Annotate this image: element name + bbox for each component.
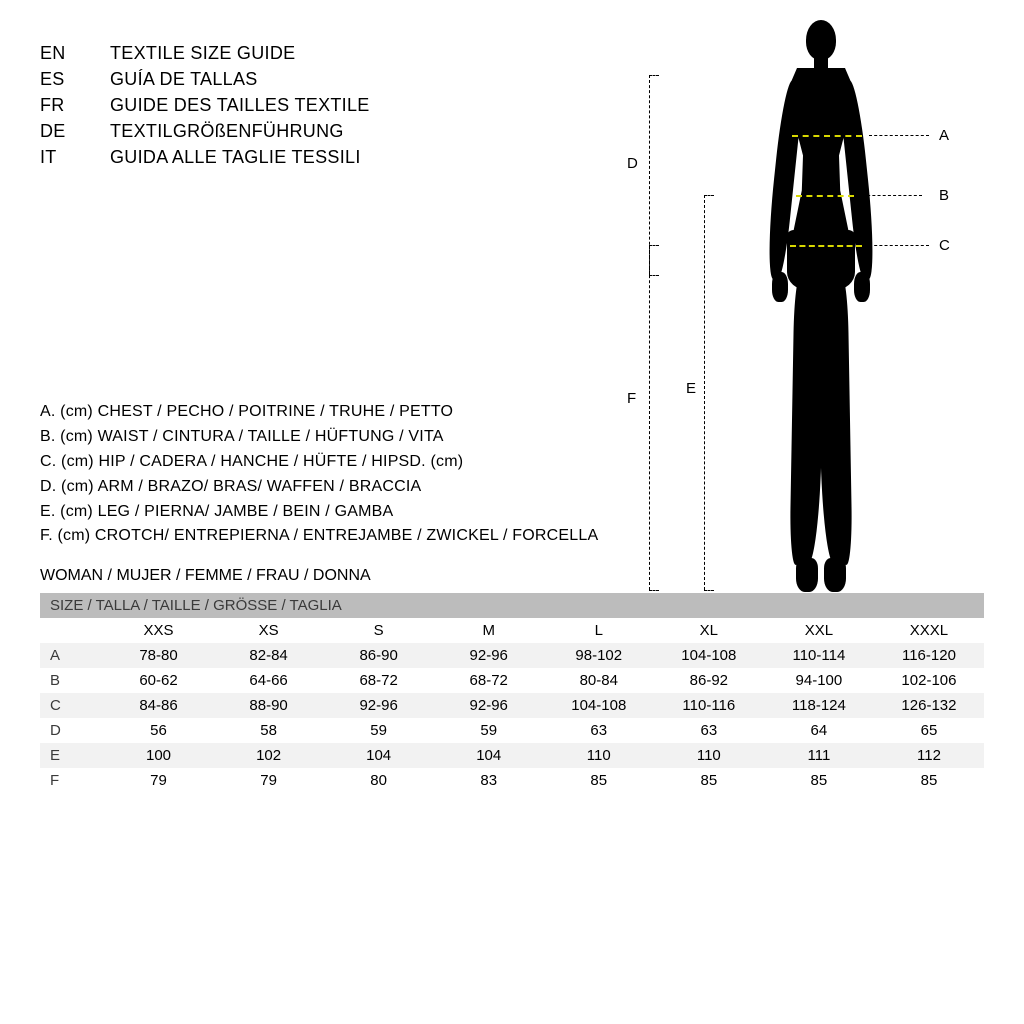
col: XXXL (874, 618, 984, 643)
leader-line (869, 245, 929, 246)
cell: 65 (874, 718, 984, 743)
cell: 84-86 (103, 693, 213, 718)
cell: C (40, 693, 103, 718)
cell: 85 (544, 768, 654, 793)
lang-code: IT (40, 144, 110, 170)
figure-label-b: B (939, 187, 949, 204)
lang-text: TEXTILE SIZE GUIDE (110, 40, 295, 66)
lang-text: GUIDE DES TAILLES TEXTILE (110, 92, 370, 118)
cell: 79 (214, 768, 324, 793)
cell: 104 (434, 743, 544, 768)
lang-text: GUÍA DE TALLAS (110, 66, 258, 92)
figure-label-d: D (627, 155, 638, 172)
cell: 80-84 (544, 668, 654, 693)
cell: 64-66 (214, 668, 324, 693)
cell: 60-62 (103, 668, 213, 693)
cell: 98-102 (544, 643, 654, 668)
cell: 58 (214, 718, 324, 743)
cell: 59 (324, 718, 434, 743)
table-row: E100102104104110110111112 (40, 743, 984, 768)
cell: 68-72 (434, 668, 544, 693)
brace-f (649, 245, 650, 590)
cell: 118-124 (764, 693, 874, 718)
leader-line (869, 135, 929, 136)
cell: 63 (544, 718, 654, 743)
cell: 85 (654, 768, 764, 793)
cell: 78-80 (103, 643, 213, 668)
cell: 83 (434, 768, 544, 793)
figure-label-e: E (686, 380, 696, 397)
col: XL (654, 618, 764, 643)
cell: 110-114 (764, 643, 874, 668)
table-columns-row: XXS XS S M L XL XXL XXXL (40, 618, 984, 643)
cell: 126-132 (874, 693, 984, 718)
cell: 112 (874, 743, 984, 768)
col: XXL (764, 618, 874, 643)
measure-line-c (790, 245, 862, 247)
cell: 85 (874, 768, 984, 793)
cell: 92-96 (434, 643, 544, 668)
cell: 104 (324, 743, 434, 768)
figure-label-f: F (627, 390, 636, 407)
lang-code: ES (40, 66, 110, 92)
figure-label-a: A (939, 127, 949, 144)
cell: 88-90 (214, 693, 324, 718)
cell: 86-92 (654, 668, 764, 693)
col: XXS (103, 618, 213, 643)
measure-line-a (792, 135, 862, 137)
cell: 59 (434, 718, 544, 743)
cell: 85 (764, 768, 874, 793)
cell: 110 (544, 743, 654, 768)
body-figure: A B C D E F (604, 20, 984, 620)
cell: 64 (764, 718, 874, 743)
cell: 92-96 (324, 693, 434, 718)
cell: D (40, 718, 103, 743)
brace-e (704, 195, 705, 590)
cell: A (40, 643, 103, 668)
cell: B (40, 668, 103, 693)
figure-label-c: C (939, 237, 950, 254)
table-row: F7979808385858585 (40, 768, 984, 793)
cell: 100 (103, 743, 213, 768)
cell: 104-108 (544, 693, 654, 718)
cell: 80 (324, 768, 434, 793)
cell: 79 (103, 768, 213, 793)
col (40, 618, 103, 643)
lang-text: TEXTILGRÖßENFÜHRUNG (110, 118, 344, 144)
col: S (324, 618, 434, 643)
lang-code: EN (40, 40, 110, 66)
table-row: A78-8082-8486-9092-9698-102104-108110-11… (40, 643, 984, 668)
cell: 110-116 (654, 693, 764, 718)
cell: 92-96 (434, 693, 544, 718)
cell: 86-90 (324, 643, 434, 668)
size-table: SIZE / TALLA / TAILLE / GRÖSSE / TAGLIA … (40, 593, 984, 793)
lang-text: GUIDA ALLE TAGLIE TESSILI (110, 144, 361, 170)
cell: 102-106 (874, 668, 984, 693)
measure-line-b (796, 195, 854, 197)
cell: 116-120 (874, 643, 984, 668)
cell: 102 (214, 743, 324, 768)
cell: F (40, 768, 103, 793)
cell: 94-100 (764, 668, 874, 693)
table-row: C84-8688-9092-9692-96104-108110-116118-1… (40, 693, 984, 718)
col: L (544, 618, 654, 643)
silhouette-icon (744, 20, 894, 595)
cell: 104-108 (654, 643, 764, 668)
col: M (434, 618, 544, 643)
cell: 110 (654, 743, 764, 768)
lang-code: FR (40, 92, 110, 118)
cell: E (40, 743, 103, 768)
cell: 68-72 (324, 668, 434, 693)
col: XS (214, 618, 324, 643)
table-row: D5658595963636465 (40, 718, 984, 743)
lang-code: DE (40, 118, 110, 144)
cell: 111 (764, 743, 874, 768)
cell: 82-84 (214, 643, 324, 668)
table-row: B60-6264-6668-7268-7280-8486-9294-100102… (40, 668, 984, 693)
cell: 56 (103, 718, 213, 743)
leader-line (862, 195, 922, 196)
cell: 63 (654, 718, 764, 743)
